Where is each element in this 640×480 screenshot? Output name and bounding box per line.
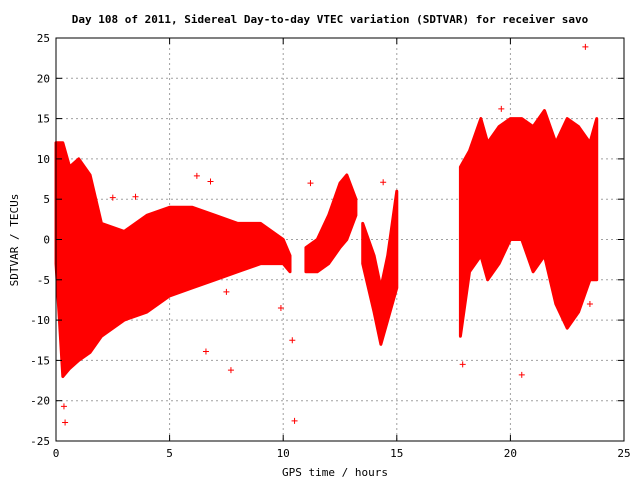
y-tick-label: -5 [37, 274, 50, 287]
outlier-point [109, 194, 116, 201]
x-tick-label: 10 [277, 447, 290, 460]
x-tick-label: 5 [166, 447, 173, 460]
data-band [361, 189, 399, 346]
y-axis-label: SDTVAR / TECUs [8, 194, 21, 287]
y-tick-label: 0 [43, 234, 50, 247]
y-axis-ticks: -25 -20 -15 -10 -5 0 5 10 15 20 25 [30, 32, 624, 448]
outlier-point [518, 371, 525, 378]
outlier-point [277, 305, 284, 312]
chart-title: Day 108 of 2011, Sidereal Day-to-day VTE… [72, 13, 589, 26]
outlier-point [193, 172, 200, 179]
y-tick-label: 15 [37, 113, 50, 126]
outlier-point [202, 348, 209, 355]
data-band [458, 109, 599, 338]
outlier-point [582, 43, 589, 50]
outlier-point [307, 180, 314, 187]
x-tick-label: 25 [617, 447, 630, 460]
outlier-point [223, 288, 230, 295]
outlier-points [60, 43, 593, 426]
y-tick-label: 5 [43, 193, 50, 206]
outlier-point [62, 419, 69, 426]
outlier-point [60, 403, 67, 410]
data-series [54, 109, 599, 379]
x-axis-ticks: 0 5 10 15 20 25 [53, 38, 631, 460]
y-tick-label: -15 [30, 354, 50, 367]
data-band [304, 173, 358, 274]
outlier-point [380, 179, 387, 186]
x-axis-label: GPS time / hours [282, 466, 388, 479]
data-band [54, 141, 292, 379]
outlier-point [291, 417, 298, 424]
x-tick-label: 0 [53, 447, 60, 460]
y-tick-label: -25 [30, 435, 50, 448]
x-tick-label: 20 [504, 447, 517, 460]
x-tick-label: 15 [390, 447, 403, 460]
y-tick-label: 20 [37, 72, 50, 85]
outlier-point [484, 264, 491, 271]
outlier-point [459, 361, 466, 368]
outlier-point [207, 178, 214, 185]
y-tick-label: -20 [30, 395, 50, 408]
outlier-point [586, 300, 593, 307]
outlier-point [498, 105, 505, 112]
y-tick-label: 25 [37, 32, 50, 45]
y-tick-label: -10 [30, 314, 50, 327]
y-tick-label: 10 [37, 153, 50, 166]
outlier-point [132, 193, 139, 200]
outlier-point [289, 337, 296, 344]
outlier-point [227, 367, 234, 374]
